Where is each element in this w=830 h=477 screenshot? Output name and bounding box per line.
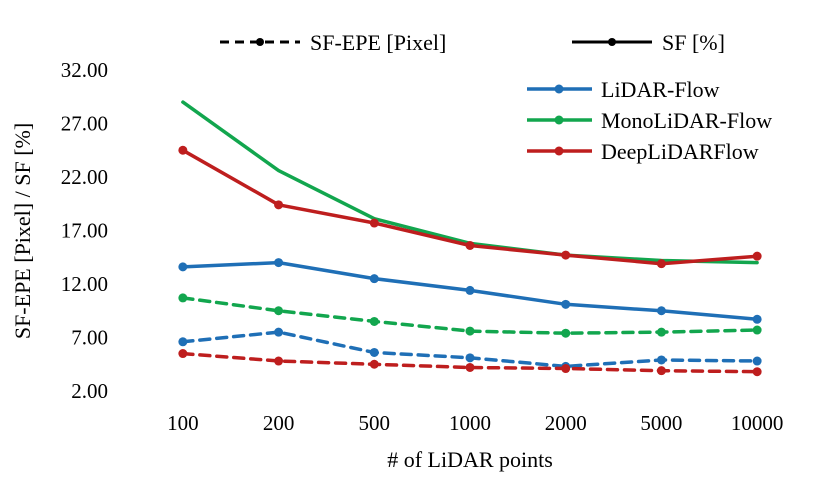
- data-point: [369, 359, 379, 369]
- legend-deeplidarflow-label: DeepLiDARFlow: [601, 139, 759, 164]
- data-point: [178, 349, 188, 359]
- data-point: [752, 356, 762, 366]
- legend-solid-marker: [608, 38, 616, 46]
- data-point: [274, 327, 284, 337]
- data-point: [274, 200, 284, 210]
- data-point: [561, 250, 571, 260]
- data-point: [561, 364, 571, 374]
- data-point: [178, 293, 188, 303]
- data-point: [369, 274, 379, 284]
- series-deeplidarflow-sf-epe-pixel: [178, 349, 762, 377]
- data-point: [274, 356, 284, 366]
- legend-sf-label: SF [%]: [662, 30, 725, 55]
- data-point: [465, 326, 475, 336]
- style-legend: SF-EPE [Pixel] SF [%]: [220, 30, 725, 55]
- x-tick-label: 10000: [731, 411, 784, 435]
- x-tick-label: 2000: [545, 411, 587, 435]
- data-point: [656, 366, 666, 376]
- data-point: [752, 251, 762, 261]
- data-point: [752, 367, 762, 377]
- x-tick-label: 500: [359, 411, 391, 435]
- x-tick-label: 100: [167, 411, 199, 435]
- legend-monolidar-flow-marker: [554, 115, 564, 125]
- data-point: [178, 145, 188, 155]
- series-deeplidarflow-sf: [178, 145, 762, 269]
- x-tick-label: 5000: [640, 411, 682, 435]
- legend-dashed-marker: [256, 38, 264, 46]
- legend-lidar-flow-marker: [554, 84, 564, 94]
- color-legend: LiDAR-Flow MonoLiDAR-Flow DeepLiDARFlow: [527, 77, 772, 164]
- x-axis-ticks: 100 200 500 1000 2000 5000 10000: [167, 411, 783, 435]
- data-point: [369, 218, 379, 228]
- data-point: [274, 306, 284, 316]
- data-point: [178, 337, 188, 347]
- data-point: [369, 316, 379, 326]
- data-point: [656, 306, 666, 316]
- legend-sf-epe-label: SF-EPE [Pixel]: [310, 30, 446, 55]
- data-point: [465, 240, 475, 250]
- x-tick-label: 1000: [449, 411, 491, 435]
- y-tick-label: 22.00: [61, 165, 108, 189]
- y-tick-label: 2.00: [71, 379, 108, 403]
- y-axis-title: SF-EPE [Pixel] / SF [%]: [10, 123, 35, 339]
- data-point: [656, 327, 666, 337]
- legend-deeplidarflow-marker: [554, 146, 564, 156]
- data-point: [465, 285, 475, 295]
- data-point: [656, 355, 666, 365]
- series-monolidar-flow-sf-epe-pixel: [178, 293, 762, 338]
- legend-monolidar-flow-label: MonoLiDAR-Flow: [601, 108, 772, 133]
- data-point: [465, 362, 475, 372]
- y-axis-ticks: 2.00 7.00 12.00 17.00 22.00 27.00 32.00: [61, 58, 108, 403]
- data-point: [274, 258, 284, 268]
- data-point: [178, 262, 188, 272]
- data-point: [465, 353, 475, 363]
- y-tick-label: 17.00: [61, 219, 108, 243]
- data-point: [656, 259, 666, 269]
- y-tick-label: 27.00: [61, 112, 108, 136]
- legend-lidar-flow-label: LiDAR-Flow: [601, 77, 720, 102]
- x-axis-title: # of LiDAR points: [387, 447, 553, 472]
- series-lidar-flow-sf-epe-pixel: [178, 327, 762, 371]
- y-tick-label: 7.00: [71, 326, 108, 350]
- y-tick-label: 12.00: [61, 272, 108, 296]
- x-tick-label: 200: [263, 411, 295, 435]
- series-layer: [178, 100, 762, 377]
- data-point: [752, 314, 762, 324]
- series-lidar-flow-sf: [178, 258, 762, 324]
- data-point: [561, 299, 571, 309]
- data-point: [752, 325, 762, 335]
- y-tick-label: 32.00: [61, 58, 108, 82]
- data-point: [369, 347, 379, 357]
- data-point: [561, 328, 571, 338]
